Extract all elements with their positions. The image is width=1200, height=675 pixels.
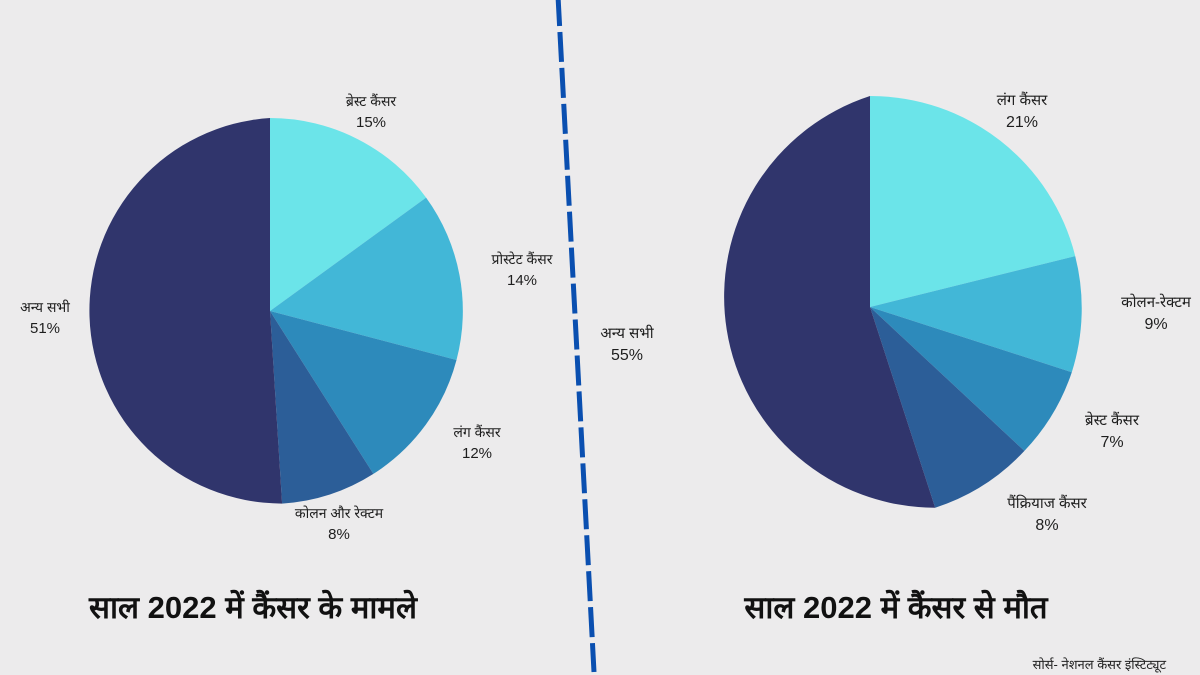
source-credit: सोर्स- नेशनल कैंसर इंस्टिट्यूट xyxy=(1032,657,1166,672)
left-label-prostate: प्रोस्टेट कैंसर 14% xyxy=(491,251,553,289)
right-label-others: अन्य सभी 55% xyxy=(600,325,654,364)
right-slice-others xyxy=(724,96,936,508)
left-slice-colon-rectum xyxy=(270,311,374,504)
divider-line xyxy=(555,0,597,673)
left-label-others: अन्य सभी 51% xyxy=(20,299,70,337)
left-label-colon-rectum: कोलन और रेक्टम 8% xyxy=(294,505,384,543)
right-slice-breast xyxy=(870,307,1072,451)
right-chart-title: साल 2022 में कैंसर से मौत xyxy=(744,590,1048,625)
right-label-pancreas: पैंक्रियाज कैंसर 8% xyxy=(1007,495,1087,534)
left-label-breast: ब्रेस्ट कैंसर 15% xyxy=(345,93,397,131)
right-pie-chart xyxy=(724,95,1082,508)
left-pie-chart xyxy=(89,118,463,504)
right-label-colon-rectum: कोलन-रेक्टम 9% xyxy=(1121,294,1191,333)
left-slice-breast xyxy=(270,118,427,311)
left-slice-lung xyxy=(270,311,457,474)
right-label-breast: ब्रेस्ट कैंसर 7% xyxy=(1085,412,1139,451)
left-chart-title: साल 2022 में कैंसर के मामले xyxy=(89,590,417,625)
right-slice-pancreas xyxy=(870,307,1025,508)
right-slice-lung xyxy=(870,95,1076,307)
right-slice-colon-rectum xyxy=(870,256,1082,373)
left-slice-prostate xyxy=(270,197,463,360)
right-label-lung: लंग कैंसर 21% xyxy=(996,92,1048,131)
left-label-lung: लंग कैंसर 12% xyxy=(453,424,501,462)
left-slice-others xyxy=(89,118,283,504)
